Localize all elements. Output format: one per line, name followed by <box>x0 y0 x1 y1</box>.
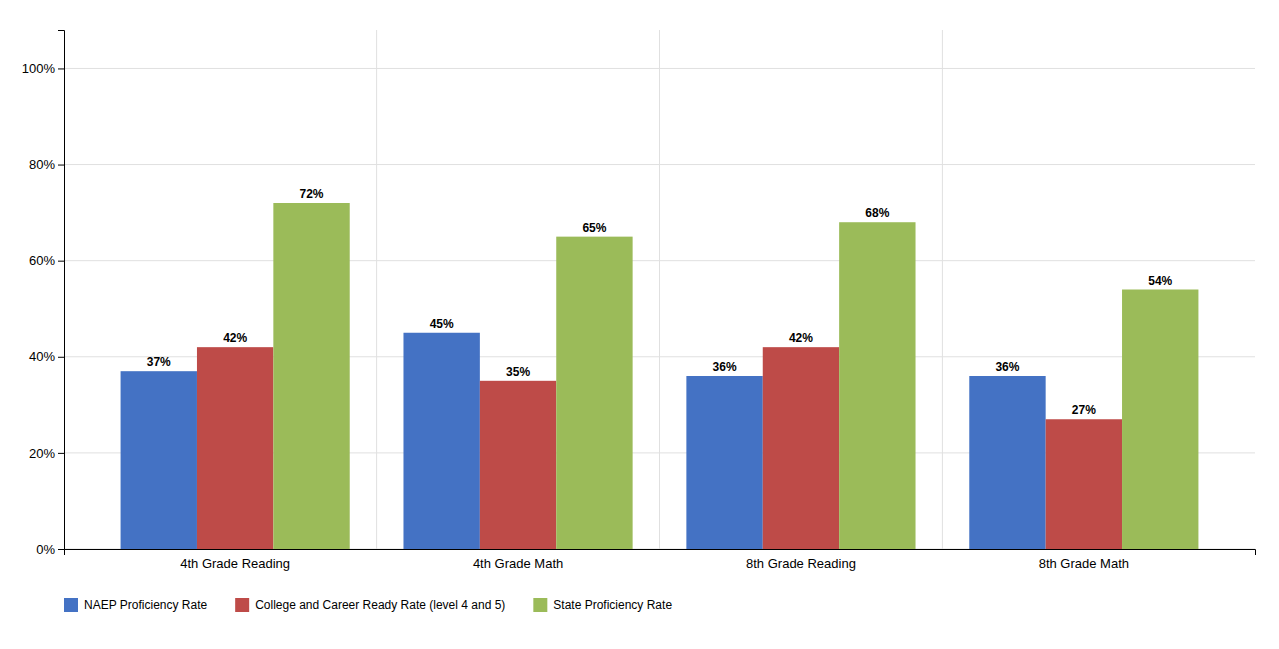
x-axis: 4th Grade Reading 4th Grade Math 8th Grade… <box>65 550 1256 572</box>
legend-label: College and Career Ready Rate (level 4 a… <box>255 598 505 612</box>
plot: 37% 45% 36% 36% 42% 35% 42% 27% 72% 65% 68% 54% 0% 20… <box>22 30 1256 571</box>
bar <box>197 347 273 549</box>
y-tick-mark <box>58 357 64 358</box>
x-axis-line <box>65 550 1256 556</box>
bars <box>121 203 1199 549</box>
bar <box>1046 419 1122 549</box>
y-tick-label: 20% <box>29 446 55 461</box>
group-separator <box>942 30 943 549</box>
data-label: 42% <box>223 331 247 345</box>
chart: 37% 45% 36% 36% 42% 35% 42% 27% 72% 65% 68% 54% 0% 20… <box>0 0 1279 649</box>
y-tick-label: 80% <box>29 157 55 172</box>
x-tick: 8th Grade Reading <box>746 556 856 571</box>
bar <box>1122 290 1198 550</box>
y-tick-label: 40% <box>29 349 55 364</box>
data-label: 42% <box>789 331 813 345</box>
bar <box>480 381 556 549</box>
legend-label: State Proficiency Rate <box>553 598 672 612</box>
x-tick-label: 4th Grade Math <box>473 556 563 571</box>
legend-swatch <box>533 598 547 612</box>
legend-item: NAEP Proficiency Rate <box>64 598 207 612</box>
data-label: 36% <box>995 360 1019 374</box>
bar-series <box>273 203 1198 549</box>
y-tick-mark <box>58 549 64 550</box>
group-separator <box>659 30 660 549</box>
bar <box>121 371 197 549</box>
y-tick-mark <box>58 165 64 166</box>
y-tick: 80% <box>29 157 64 172</box>
data-label: 37% <box>147 355 171 369</box>
legend-item: College and Career Ready Rate (level 4 a… <box>235 598 505 612</box>
data-labels: 37% 45% 36% 36% 42% 35% 42% 27% 72% 65% 68% 54% <box>147 187 1173 417</box>
legend-swatch <box>64 598 78 612</box>
data-label: 45% <box>430 317 454 331</box>
y-tick: 40% <box>29 349 64 364</box>
y-axis-line <box>58 31 65 550</box>
y-tick-mark <box>58 68 64 69</box>
x-tick-label: 8th Grade Reading <box>746 556 856 571</box>
data-label: 36% <box>713 360 737 374</box>
y-tick-mark <box>58 261 64 262</box>
y-tick: 100% <box>22 61 64 76</box>
y-tick-label: 0% <box>36 542 55 557</box>
bar <box>763 347 839 549</box>
y-tick: 60% <box>29 253 64 268</box>
y-tick-label: 60% <box>29 253 55 268</box>
y-tick: 20% <box>29 446 64 461</box>
legend: NAEP Proficiency Rate College and Career … <box>64 598 672 612</box>
data-label: 72% <box>300 187 324 201</box>
data-label: 54% <box>1148 274 1172 288</box>
x-tick-label: 4th Grade Reading <box>180 556 290 571</box>
legend-item: State Proficiency Rate <box>533 598 672 612</box>
bar <box>403 333 479 549</box>
y-axis: 0% 20% 40% 60% 80% 100% <box>22 31 65 557</box>
bar <box>969 376 1045 549</box>
y-tick-label: 100% <box>22 61 56 76</box>
bar <box>556 237 632 549</box>
data-label: 65% <box>582 221 606 235</box>
legend-swatch <box>235 598 249 612</box>
x-tick-label: 8th Grade Math <box>1039 556 1129 571</box>
legend-label: NAEP Proficiency Rate <box>84 598 207 612</box>
data-label: 68% <box>865 206 889 220</box>
grid <box>64 30 1255 549</box>
x-tick: 8th Grade Math <box>1039 556 1129 571</box>
bar <box>839 222 915 549</box>
group-separator <box>376 30 377 549</box>
x-tick: 4th Grade Reading <box>180 556 290 571</box>
x-tick: 4th Grade Math <box>473 556 563 571</box>
bar <box>273 203 349 549</box>
data-label: 35% <box>506 365 530 379</box>
data-label: 27% <box>1072 403 1096 417</box>
bar <box>686 376 762 549</box>
y-tick: 0% <box>36 542 64 557</box>
y-tick-mark <box>58 453 64 454</box>
